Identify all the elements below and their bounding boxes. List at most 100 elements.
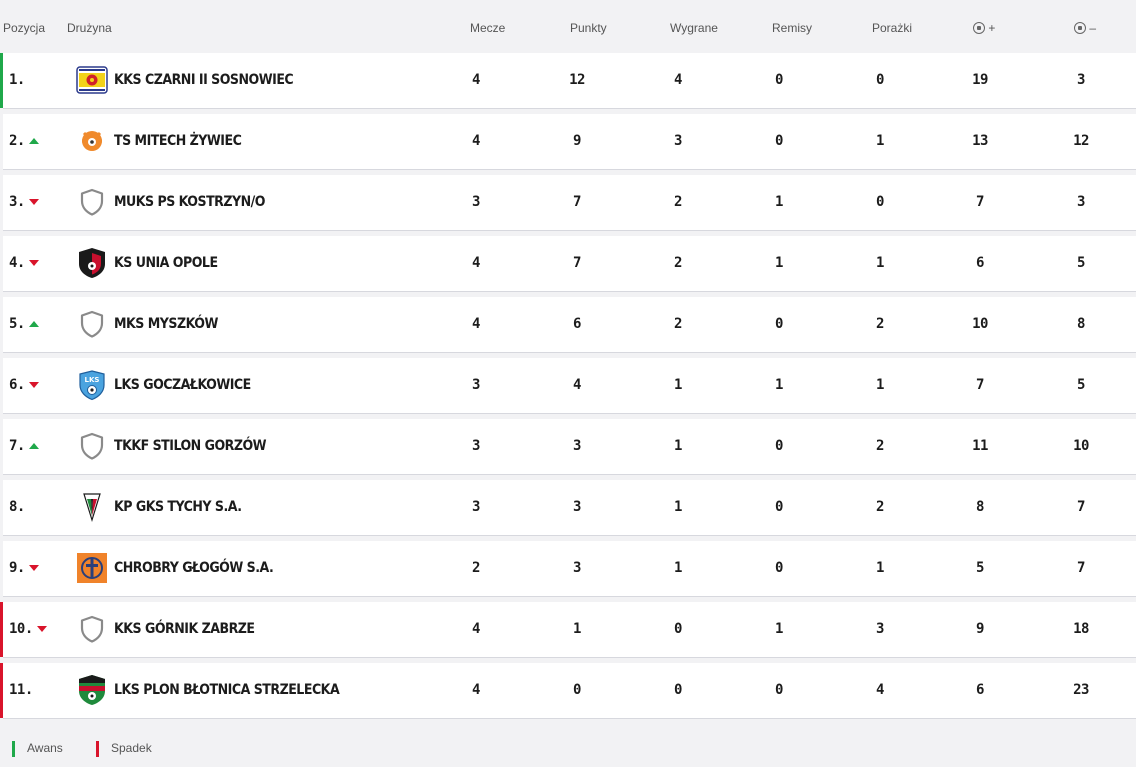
header-losses: Porażki [872, 21, 913, 35]
team-name[interactable]: MUKS PS KOSTRZYN/O [114, 194, 265, 210]
table-row[interactable]: 9. CHROBRY GŁOGÓW S.A. 2 3 1 0 1 5 7 [3, 541, 1136, 597]
table-row[interactable]: 2. TS MITECH ŻYWIEC 4 9 3 0 1 13 12 [3, 114, 1136, 170]
wins-cell: 2 [674, 194, 682, 210]
team-name[interactable]: KKS CZARNI II SOSNOWIEC [114, 72, 294, 88]
draws-cell: 1 [775, 621, 783, 637]
header-draws: Remisy [772, 21, 813, 35]
position-number: 1. [9, 72, 25, 88]
goals-for-sign: + [988, 21, 996, 35]
header-wins: Wygrane [670, 21, 718, 35]
position-cell: 3. [9, 175, 69, 230]
unia-crest-icon [76, 247, 108, 279]
points-cell: 12 [569, 72, 585, 88]
matches-cell: 2 [472, 560, 480, 576]
position-cell: 7. [9, 419, 69, 474]
placeholder-shield-icon [76, 430, 108, 462]
draws-cell: 0 [775, 133, 783, 149]
position-number: 3. [9, 194, 25, 210]
team-name[interactable]: LKS PLON BŁOTNICA STRZELECKA [114, 682, 340, 698]
goals-for-cell: 6 [976, 255, 984, 271]
tychy-crest-icon [76, 491, 108, 523]
wins-cell: 0 [674, 621, 682, 637]
trend-down-icon [28, 260, 39, 266]
position-cell: 8. [9, 480, 69, 535]
points-cell: 0 [573, 682, 581, 698]
team-name[interactable]: TKKF STILON GORZÓW [114, 438, 267, 454]
losses-cell: 0 [876, 72, 884, 88]
goals-for-cell: 10 [972, 316, 988, 332]
team-name[interactable]: KP GKS TYCHY S.A. [114, 499, 242, 515]
goals-for-cell: 5 [976, 560, 984, 576]
table-row[interactable]: 1. KKS CZARNI II SOSNOWIEC 4 12 4 0 0 19 3 [0, 53, 1136, 109]
team-name[interactable]: KKS GÓRNIK ZABRZE [114, 621, 255, 637]
goals-against-cell: 5 [1077, 255, 1085, 271]
table-header: Pozycja Drużyna Mecze Punkty Wygrane Rem… [0, 0, 1136, 53]
trend-up-icon [28, 321, 39, 327]
team-name[interactable]: KS UNIA OPOLE [114, 255, 218, 271]
wins-cell: 1 [674, 560, 682, 576]
wins-cell: 1 [674, 438, 682, 454]
trend-down-icon [28, 199, 39, 205]
position-number: 5. [9, 316, 25, 332]
matches-cell: 3 [472, 194, 480, 210]
points-cell: 3 [573, 499, 581, 515]
header-goals-for: + [973, 21, 995, 35]
draws-cell: 1 [775, 377, 783, 393]
table-row[interactable]: 3. MUKS PS KOSTRZYN/O 3 7 2 1 0 7 3 [3, 175, 1136, 231]
header-goals-against: – [1074, 21, 1096, 35]
goals-for-cell: 9 [976, 621, 984, 637]
header-matches: Mecze [470, 21, 506, 35]
position-number: 4. [9, 255, 25, 271]
relegation-zone-marker [0, 602, 3, 657]
position-cell: 9. [9, 541, 69, 596]
goals-against-cell: 5 [1077, 377, 1085, 393]
matches-cell: 4 [472, 316, 480, 332]
team-name[interactable]: CHROBRY GŁOGÓW S.A. [114, 560, 274, 576]
draws-cell: 1 [775, 255, 783, 271]
trend-down-icon [36, 626, 47, 632]
legend-promotion: Awans [12, 740, 63, 757]
table-row[interactable]: 10. KKS GÓRNIK ZABRZE 4 1 0 1 3 9 18 [0, 602, 1136, 658]
ball-icon [973, 22, 985, 34]
losses-cell: 2 [876, 316, 884, 332]
trend-up-icon [28, 138, 39, 144]
team-name[interactable]: MKS MYSZKÓW [114, 316, 218, 332]
goals-for-cell: 19 [972, 72, 988, 88]
goals-against-cell: 7 [1077, 499, 1085, 515]
position-cell: 11. [9, 663, 69, 718]
draws-cell: 0 [775, 316, 783, 332]
placeholder-shield-icon [76, 186, 108, 218]
relegation-zone-marker [0, 663, 3, 718]
wins-cell: 0 [674, 682, 682, 698]
wins-cell: 4 [674, 72, 682, 88]
legend-promotion-mark [12, 740, 15, 757]
league-table: Pozycja Drużyna Mecze Punkty Wygrane Rem… [0, 0, 1136, 719]
position-number: 11. [9, 682, 33, 698]
svg-text:LKS: LKS [85, 376, 100, 384]
table-row[interactable]: 4. KS UNIA OPOLE 4 7 2 1 1 6 5 [3, 236, 1136, 292]
losses-cell: 1 [876, 377, 884, 393]
matches-cell: 4 [472, 255, 480, 271]
table-row[interactable]: 5. MKS MYSZKÓW 4 6 2 0 2 10 8 [3, 297, 1136, 353]
table-row[interactable]: 7. TKKF STILON GORZÓW 3 3 1 0 2 11 10 [3, 419, 1136, 475]
goals-against-cell: 8 [1077, 316, 1085, 332]
table-row[interactable]: 6. LKS LKS GOCZAŁKOWICE 3 4 1 1 1 7 5 [3, 358, 1136, 414]
goals-for-cell: 8 [976, 499, 984, 515]
team-name[interactable]: TS MITECH ŻYWIEC [114, 133, 242, 149]
matches-cell: 3 [472, 499, 480, 515]
position-cell: 6. [9, 358, 69, 413]
team-name[interactable]: LKS GOCZAŁKOWICE [114, 377, 251, 393]
draws-cell: 0 [775, 682, 783, 698]
mitech-crest-icon [76, 125, 108, 157]
legend-relegation-label: Spadek [111, 741, 152, 755]
position-cell: 1. [9, 53, 69, 108]
header-position: Pozycja [3, 21, 46, 35]
points-cell: 7 [573, 194, 581, 210]
losses-cell: 0 [876, 194, 884, 210]
losses-cell: 1 [876, 255, 884, 271]
table-row[interactable]: 11. LKS PLON BŁOTNICA STRZELECKA 4 0 0 0 4 6 23 [0, 663, 1136, 719]
draws-cell: 1 [775, 194, 783, 210]
table-row[interactable]: 8. KP GKS TYCHY S.A. 3 3 1 0 2 8 7 [3, 480, 1136, 536]
header-team: Drużyna [67, 21, 112, 35]
legend-promotion-label: Awans [27, 741, 63, 755]
